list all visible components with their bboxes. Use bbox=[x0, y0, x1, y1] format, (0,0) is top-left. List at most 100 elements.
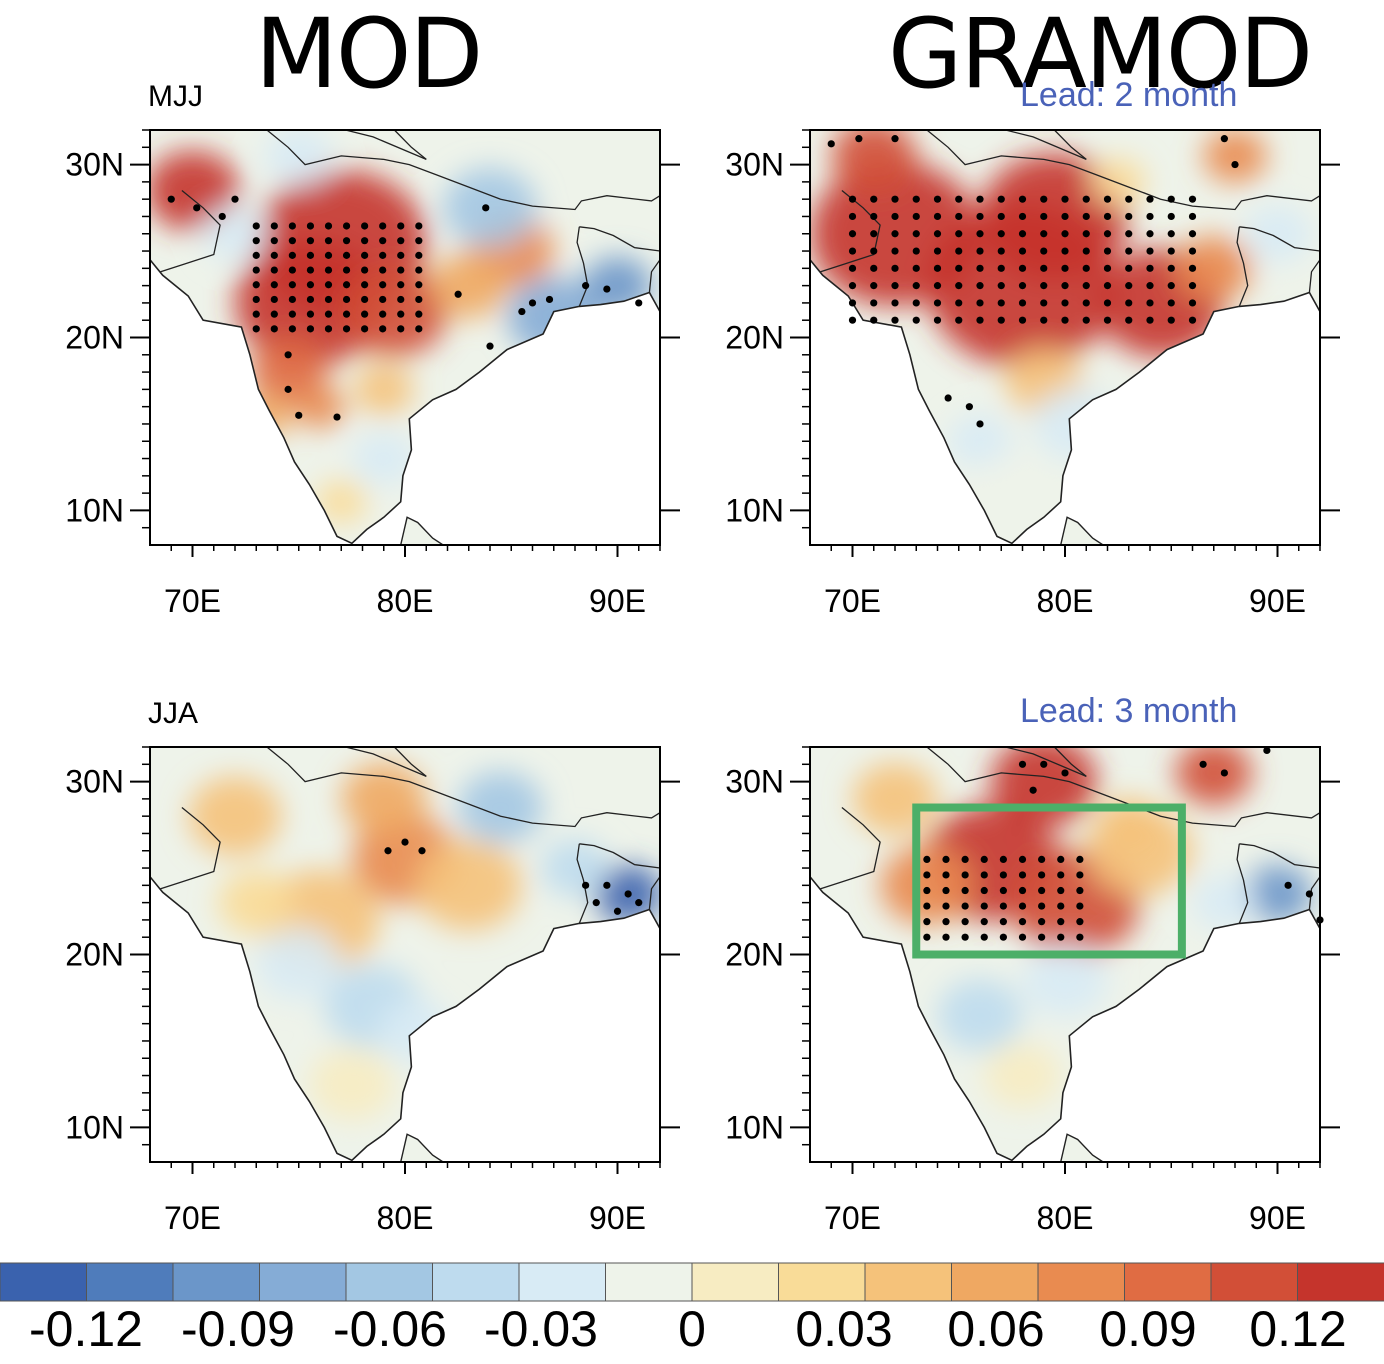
significance-dot bbox=[1076, 902, 1084, 910]
significance-dot bbox=[342, 266, 351, 274]
colorbar-swatch bbox=[605, 1262, 693, 1302]
significance-dot bbox=[1103, 264, 1112, 272]
significance-dot bbox=[848, 282, 857, 290]
significance-dot bbox=[955, 316, 963, 324]
significance-dot bbox=[912, 195, 920, 203]
season-label-mjj: MJJ bbox=[148, 80, 203, 113]
significance-dot bbox=[891, 316, 899, 324]
significance-dot bbox=[999, 902, 1007, 910]
significance-dot bbox=[1061, 282, 1069, 290]
significance-dot bbox=[976, 299, 984, 307]
significance-dot bbox=[923, 933, 931, 941]
lat-tick-label: 20N bbox=[725, 937, 784, 973]
significance-dot bbox=[1082, 247, 1090, 255]
significance-dot bbox=[912, 212, 920, 221]
country-border bbox=[266, 746, 661, 828]
significance-dot bbox=[1188, 230, 1197, 238]
coastline bbox=[149, 259, 661, 545]
significance-dot bbox=[415, 325, 423, 333]
lat-tick-label: 20N bbox=[65, 320, 124, 356]
anomaly-blob bbox=[1175, 747, 1252, 806]
country-border bbox=[648, 259, 661, 293]
significance-dot bbox=[1146, 247, 1154, 255]
significance-dot bbox=[955, 299, 963, 307]
significance-dot bbox=[582, 881, 590, 889]
significance-dot bbox=[891, 135, 899, 143]
significance-dot bbox=[361, 310, 369, 318]
colorbar-label: 0.12 bbox=[1249, 1301, 1347, 1357]
anomaly-blob bbox=[852, 762, 938, 835]
significance-dot bbox=[1057, 886, 1065, 895]
significance-dot bbox=[592, 899, 600, 907]
coastline bbox=[149, 876, 661, 1162]
colorbar-labels: -0.12 -0.09 -0.06 -0.03 0 0.03 0.06 0.09… bbox=[0, 1300, 1384, 1364]
country-border bbox=[1239, 843, 1321, 869]
significance-dot bbox=[418, 847, 426, 855]
significance-dot bbox=[284, 351, 292, 359]
significance-dot bbox=[961, 855, 969, 863]
significance-dot bbox=[518, 307, 526, 316]
country-border bbox=[266, 129, 661, 211]
significance-dot bbox=[1125, 212, 1133, 221]
significance-dot bbox=[324, 237, 333, 245]
significance-dot bbox=[1231, 160, 1239, 169]
colorbar-swatch bbox=[86, 1262, 174, 1302]
colorbar-label: 0.03 bbox=[795, 1301, 893, 1357]
significance-dot bbox=[1018, 212, 1027, 221]
significance-dot bbox=[891, 212, 899, 221]
country-border bbox=[345, 129, 427, 160]
significance-dot bbox=[603, 881, 611, 889]
significance-dot bbox=[976, 230, 984, 238]
significance-dot bbox=[361, 281, 369, 289]
significance-dot bbox=[997, 247, 1005, 255]
colorbar-swatch bbox=[951, 1262, 1039, 1302]
significance-dot bbox=[252, 251, 260, 259]
significance-dot bbox=[1061, 264, 1069, 272]
significance-dot bbox=[1167, 230, 1175, 238]
significance-dot bbox=[379, 310, 387, 318]
lead-label-3-month: Lead: 3 month bbox=[1020, 692, 1238, 730]
significance-dot bbox=[1018, 918, 1027, 926]
significance-dot bbox=[324, 222, 333, 230]
anomaly-blob bbox=[315, 480, 367, 524]
significance-dot bbox=[361, 251, 369, 259]
significance-dot bbox=[415, 295, 423, 304]
anomaly-blob bbox=[1203, 130, 1267, 184]
significance-dot bbox=[635, 299, 643, 307]
significance-dot bbox=[1103, 230, 1112, 238]
significance-dot bbox=[415, 310, 423, 318]
significance-dot bbox=[997, 316, 1005, 324]
significance-dot bbox=[1220, 135, 1228, 143]
significance-dot bbox=[482, 204, 490, 212]
significance-dot bbox=[912, 282, 920, 290]
column-title-gramod: GRAMOD bbox=[888, 0, 1313, 110]
significance-dot bbox=[942, 902, 950, 910]
column-title-mod: MOD bbox=[255, 0, 483, 110]
significance-dot bbox=[942, 855, 950, 863]
significance-dot bbox=[1146, 212, 1154, 221]
significance-dot bbox=[361, 222, 369, 230]
significance-dot bbox=[397, 295, 405, 304]
significance-dot bbox=[1220, 769, 1228, 777]
significance-dot bbox=[415, 281, 423, 289]
significance-dot bbox=[997, 212, 1005, 221]
significance-dot bbox=[1125, 247, 1133, 255]
significance-dot bbox=[397, 266, 405, 274]
significance-dot bbox=[1305, 890, 1313, 898]
significance-dot bbox=[1146, 264, 1154, 272]
significance-dot bbox=[1188, 247, 1197, 255]
colorbar-label: 0.09 bbox=[1099, 1301, 1197, 1357]
significance-dot bbox=[1125, 299, 1133, 307]
lon-tick-label: 90E bbox=[1249, 1200, 1306, 1236]
significance-dot bbox=[1018, 247, 1027, 255]
significance-dot bbox=[999, 871, 1007, 879]
significance-dot bbox=[324, 281, 333, 289]
significance-dot bbox=[379, 325, 387, 333]
significance-dot bbox=[997, 264, 1005, 272]
significance-dot bbox=[545, 295, 554, 304]
significance-dot bbox=[1057, 933, 1065, 941]
country-border bbox=[1236, 843, 1249, 924]
significance-dot bbox=[528, 299, 537, 307]
map-panel-mod-jja: 30N 20N 10N 70E 80E 90E bbox=[65, 746, 680, 1236]
significance-dot bbox=[1061, 769, 1069, 777]
